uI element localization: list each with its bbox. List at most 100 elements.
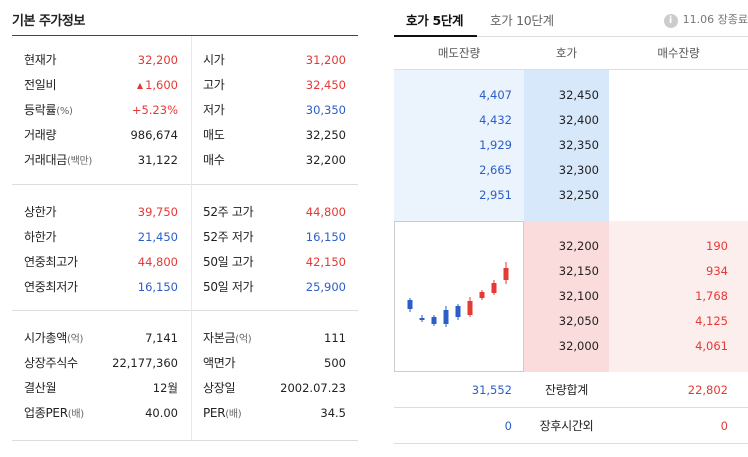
info-value: 12월	[152, 381, 178, 395]
info-label: 결산월	[24, 381, 57, 395]
info-label: 상장주식수	[24, 356, 78, 370]
info-label: 자본금(억)	[203, 331, 252, 345]
info-value: 31,200	[305, 53, 346, 67]
info-icon[interactable]: i	[663, 14, 678, 28]
bid-price[interactable]: 32,000	[558, 339, 599, 353]
info-label: 거래량	[24, 128, 57, 142]
info-value: +5.23%	[131, 103, 178, 117]
after-hours-row: 0 장후시간외 0	[394, 408, 748, 444]
info-row: 시가총액(억) 7,141 자본금(억) 111	[12, 326, 358, 351]
bid-volume[interactable]: 4,061	[695, 339, 728, 353]
info-label: PER(배)	[203, 406, 242, 420]
info-row: 등락률(%) +5.23% 저가 30,350	[12, 98, 358, 123]
candle-chart-svg	[407, 262, 509, 327]
info-row: 상한가 39,750 52주 고가 44,800	[12, 200, 358, 225]
info-label: 상장일	[203, 381, 236, 395]
after-hours-bid: 0	[720, 419, 728, 433]
bid-price[interactable]: 32,050	[558, 314, 599, 328]
ask-volume[interactable]: 4,432	[479, 113, 512, 127]
total-label: 잔량합계	[545, 383, 588, 397]
section-divider	[12, 310, 358, 311]
header-bid-volume: 매수잔량	[609, 37, 748, 70]
info-label: 업종PER(배)	[24, 406, 84, 420]
ask-volume[interactable]: 1,929	[479, 138, 512, 152]
info-value: ▲ 1,600	[136, 78, 178, 92]
candle	[407, 298, 413, 312]
candle	[431, 315, 437, 326]
orderbook-tabs: 호가 5단계 호가 10단계 i 11.06 장종료	[394, 0, 748, 37]
ask-price[interactable]: 32,350	[558, 138, 599, 152]
ask-price[interactable]: 32,400	[558, 113, 599, 127]
candle	[479, 290, 485, 300]
tab-10-levels[interactable]: 호가 10단계	[490, 13, 554, 28]
info-row: 현재가 32,200 시가 31,200	[12, 48, 358, 73]
bid-price[interactable]: 32,150	[558, 264, 599, 278]
info-value: 25,900	[305, 280, 346, 294]
total-remaining-row: 31,552 잔량합계 22,802	[394, 372, 748, 408]
info-value: 30,350	[305, 103, 346, 117]
up-triangle-icon: ▲	[136, 81, 144, 90]
bid-volume[interactable]: 1,768	[695, 289, 728, 303]
ask-price[interactable]: 32,250	[558, 188, 599, 202]
bid-volume[interactable]: 934	[706, 264, 728, 278]
bid-price[interactable]: 32,100	[558, 289, 599, 303]
candle	[419, 315, 425, 322]
info-label: 고가	[203, 78, 225, 92]
column-divider	[191, 310, 192, 440]
info-value: 32,450	[305, 78, 346, 92]
info-value: 42,150	[305, 255, 346, 269]
info-label: 전일비	[24, 78, 57, 92]
info-value: 500	[324, 356, 346, 370]
market-status-text: 11.06 장종료	[682, 13, 748, 26]
info-value: 31,122	[137, 153, 178, 167]
candle	[503, 262, 509, 284]
info-value: 44,800	[137, 255, 178, 269]
info-value: 986,674	[130, 128, 178, 142]
info-row: 업종PER(배) 40.00 PER(배) 34.5	[12, 401, 358, 426]
header-price: 호가	[524, 37, 609, 70]
info-row: 거래량 986,674 매도 32,250	[12, 123, 358, 148]
info-value: 44,800	[305, 205, 346, 219]
column-divider	[191, 36, 192, 184]
info-label: 52주 저가	[203, 230, 254, 244]
basic-stock-info-panel: 기본 주가정보 현재가 32,200 시가 31,200 전일비 ▲ 1,600 고가 32,4…	[0, 0, 358, 457]
info-label: 시가	[203, 53, 225, 67]
bid-volume[interactable]: 4,125	[695, 314, 728, 328]
bid-volume[interactable]: 190	[706, 239, 728, 253]
info-label: 50일 고가	[203, 255, 254, 269]
info-label: 52주 고가	[203, 205, 254, 219]
tab-5-levels[interactable]: 호가 5단계	[406, 13, 464, 28]
column-divider	[191, 184, 192, 310]
market-status: i 11.06 장종료	[663, 11, 748, 28]
info-value: 32,200	[305, 153, 346, 167]
info-label: 등락률(%)	[24, 103, 73, 117]
info-label: 시가총액(억)	[24, 331, 84, 345]
ask-price[interactable]: 32,300	[558, 163, 599, 177]
info-row: 상장주식수 22,177,360 액면가 500	[12, 351, 358, 376]
header-ask-volume: 매도잔량	[394, 37, 524, 70]
info-row: 전일비 ▲ 1,600 고가 32,450	[12, 73, 358, 98]
info-row: 연중최고가 44,800 50일 고가 42,150	[12, 250, 358, 275]
orderbook-panel: 호가 5단계 호가 10단계 i 11.06 장종료 매도잔량 호가 매수잔량	[394, 0, 748, 457]
after-hours-label: 장후시간외	[539, 419, 594, 433]
ask-volume[interactable]: 2,951	[479, 188, 512, 202]
candle	[491, 280, 497, 295]
candle	[443, 306, 449, 327]
info-label: 연중최저가	[24, 280, 78, 294]
info-value: 16,150	[137, 280, 178, 294]
info-label: 상한가	[24, 205, 57, 219]
info-value: 21,450	[137, 230, 178, 244]
info-label: 하한가	[24, 230, 57, 244]
info-label: 매수	[203, 153, 225, 167]
info-value: 16,150	[305, 230, 346, 244]
info-value: 111	[324, 331, 346, 345]
ask-volume[interactable]: 4,407	[479, 88, 512, 102]
bid-price[interactable]: 32,200	[558, 239, 599, 253]
bid-price-column	[524, 221, 609, 372]
ask-price[interactable]: 32,450	[558, 88, 599, 102]
info-value: 39,750	[137, 205, 178, 219]
info-value: 32,250	[305, 128, 346, 142]
active-tab-indicator	[394, 35, 477, 37]
info-value: 22,177,360	[112, 356, 178, 370]
ask-volume[interactable]: 2,665	[479, 163, 512, 177]
